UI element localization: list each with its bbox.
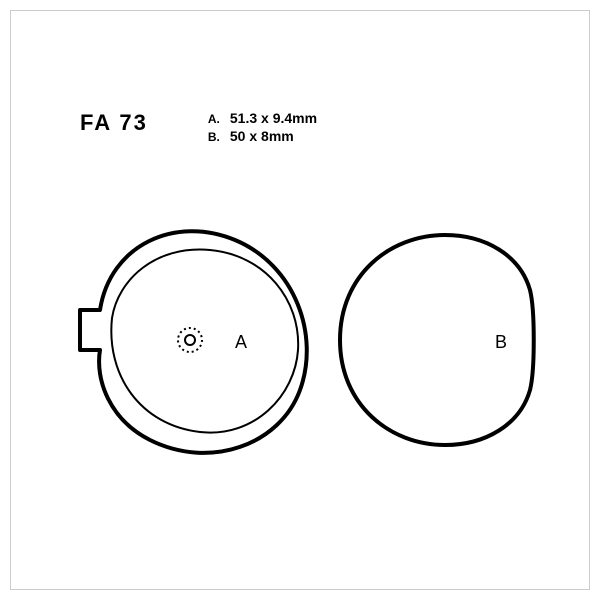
header-block: FA 73 A. 51.3 x 9.4mm B. 50 x 8mm — [80, 110, 317, 145]
shapes-diagram: A B — [40, 200, 560, 480]
dimension-key-a: A. — [208, 112, 230, 127]
dimension-row-a: A. 51.3 x 9.4mm — [208, 110, 317, 128]
shape-b-label: B — [495, 332, 507, 352]
dimensions-list: A. 51.3 x 9.4mm B. 50 x 8mm — [208, 110, 317, 145]
part-number: FA 73 — [80, 110, 148, 136]
dimension-key-b: B. — [208, 130, 230, 145]
shape-a-label: A — [235, 332, 247, 352]
dimension-value-b: 50 x 8mm — [230, 128, 294, 146]
shape-b: B — [340, 235, 534, 445]
dimension-value-a: 51.3 x 9.4mm — [230, 110, 317, 128]
dimension-row-b: B. 50 x 8mm — [208, 128, 317, 146]
shape-a: A — [80, 231, 307, 453]
